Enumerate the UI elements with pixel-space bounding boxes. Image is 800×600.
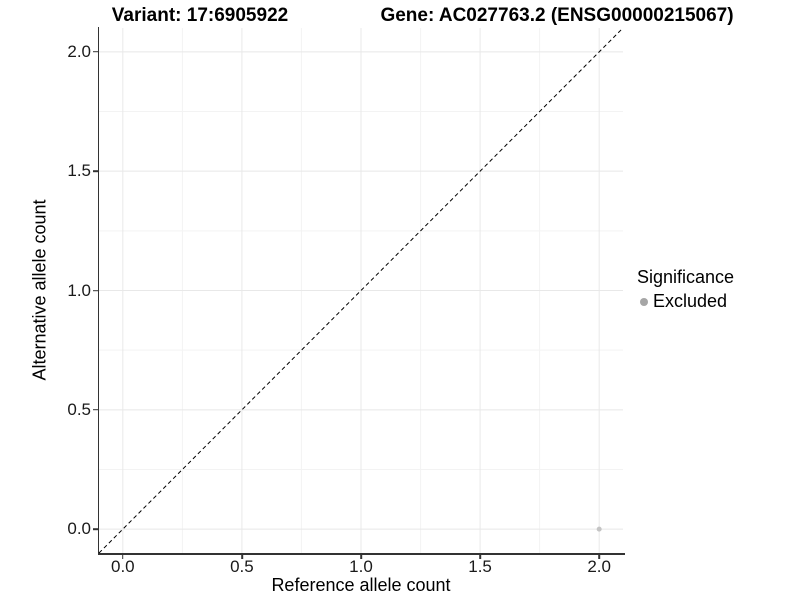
y-tick-label: 1.0	[67, 280, 91, 300]
x-tick-mark	[241, 554, 243, 559]
x-tick-label: 0.5	[230, 557, 254, 576]
x-tick-label: 1.0	[349, 557, 373, 576]
x-tick-mark	[360, 554, 362, 559]
x-axis-line	[97, 553, 625, 555]
x-tick-mark	[479, 554, 481, 559]
legend-items: Excluded	[637, 291, 734, 312]
x-tick-label: 2.0	[587, 557, 611, 576]
y-tick-label: 2.0	[67, 41, 91, 61]
legend-title: Significance	[637, 267, 735, 287]
y-tick-mark	[93, 289, 98, 292]
variant-title: Variant: 17:6905922	[111, 5, 289, 26]
y-axis-title: Alternative allele count	[29, 199, 50, 381]
y-tick-mark	[93, 51, 98, 53]
y-tick-label: 0.5	[67, 399, 91, 419]
plot-panel	[98, 27, 624, 554]
y-tick-label: 0.0	[67, 519, 91, 539]
legend-item-label: Excluded	[653, 291, 728, 311]
x-tick-mark	[122, 554, 124, 559]
x-tick-label: 1.5	[468, 557, 492, 576]
plot-canvas	[98, 27, 624, 554]
x-axis-title: Reference allele count	[271, 575, 451, 595]
y-tick-mark	[93, 170, 98, 172]
legend-item: Excluded	[637, 291, 734, 312]
legend: Significance Excluded	[637, 267, 734, 312]
y-tick-label: 1.5	[67, 161, 91, 181]
identity-line	[98, 27, 624, 554]
gene-title: Gene: AC027763.2 (ENSG00000215067)	[380, 5, 734, 26]
x-tick-label: 0.0	[110, 557, 135, 576]
legend-key-dot	[640, 297, 648, 306]
y-axis-line	[97, 27, 100, 555]
y-tick-mark	[93, 409, 98, 411]
x-tick-mark	[598, 554, 600, 559]
y-tick-mark	[93, 528, 98, 530]
data-point	[596, 526, 602, 532]
